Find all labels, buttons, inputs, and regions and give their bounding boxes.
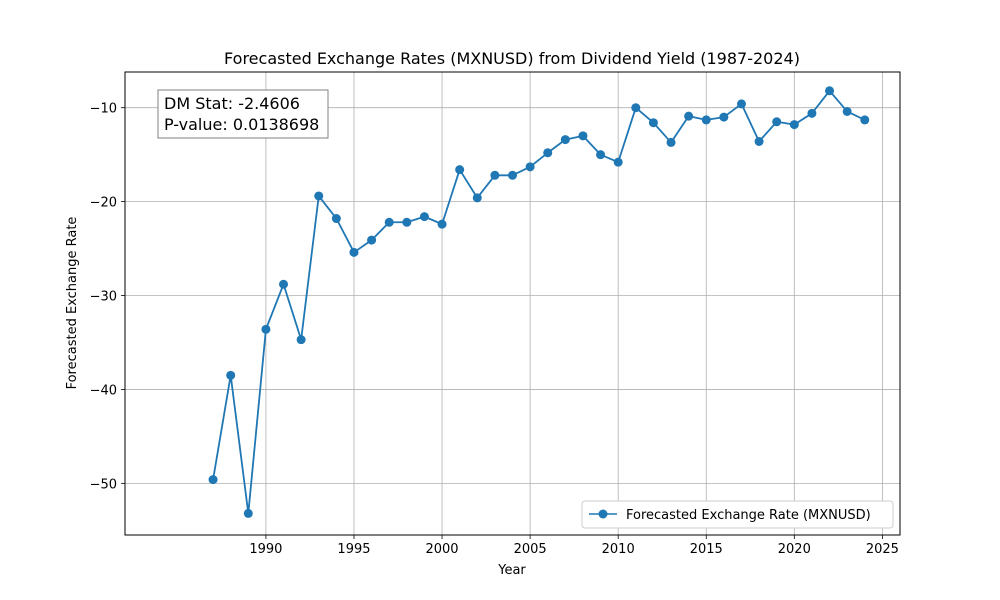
- data-point: [261, 324, 271, 334]
- data-point: [525, 162, 535, 172]
- data-point: [402, 217, 412, 227]
- data-point: [314, 191, 324, 201]
- legend-label: Forecasted Exchange Rate (MXNUSD): [626, 508, 871, 523]
- data-point: [736, 99, 746, 109]
- y-axis-ticks: −50 −40 −30 −20 −10: [90, 102, 125, 492]
- data-point: [648, 118, 658, 128]
- grid: [125, 72, 900, 535]
- data-point: [296, 335, 306, 345]
- data-point: [825, 86, 835, 96]
- data-point: [684, 111, 694, 121]
- y-tick-label: −10: [90, 102, 117, 117]
- x-axis-ticks: 1990 1995 2000 2005 2010 2015 2020 2025: [249, 535, 899, 557]
- data-point: [508, 170, 517, 180]
- y-tick-label: −30: [90, 290, 117, 305]
- x-tick-label: 1995: [337, 542, 370, 557]
- plot-frame: [124, 71, 901, 536]
- data-point: [842, 106, 852, 116]
- data-point: [384, 217, 394, 227]
- x-tick-label: 2010: [602, 542, 635, 557]
- data-point: [789, 120, 799, 130]
- data-point: [543, 148, 553, 158]
- legend-marker: [598, 509, 608, 519]
- data-point: [243, 508, 253, 518]
- p-value-text: P-value: 0.0138698: [164, 115, 319, 134]
- data-point: [437, 219, 447, 229]
- x-tick-label: 2000: [425, 542, 458, 557]
- data-point: [331, 214, 341, 224]
- x-tick-label: 2025: [866, 542, 899, 557]
- dm-stat-text: DM Stat: -2.4606: [164, 94, 300, 113]
- y-tick-label: −40: [90, 383, 117, 398]
- data-point: [226, 370, 236, 380]
- data-point: [472, 193, 482, 203]
- x-axis-label: Year: [497, 563, 526, 578]
- data-point: [807, 108, 817, 118]
- data-point: [208, 475, 218, 485]
- data-point: [490, 170, 500, 180]
- data-point: [701, 115, 711, 125]
- data-point: [772, 117, 782, 127]
- y-tick-label: −20: [90, 196, 117, 211]
- y-tick-label: −50: [90, 477, 117, 492]
- x-tick-label: 2020: [778, 542, 811, 557]
- data-point: [279, 279, 289, 289]
- data-point: [860, 115, 870, 125]
- series-layer: [208, 86, 870, 518]
- stats-annotation-box: [157, 89, 329, 139]
- data-point: [631, 103, 641, 113]
- data-point: [666, 137, 676, 147]
- series-line: [212, 89, 866, 515]
- chart-title: Forecasted Exchange Rates (MXNUSD) from …: [224, 49, 800, 68]
- data-point: [560, 135, 570, 145]
- data-point: [419, 212, 429, 222]
- legend-box: [581, 500, 894, 529]
- legend: Forecasted Exchange Rate (MXNUSD): [581, 500, 894, 529]
- y-axis-label: Forecasted Exchange Rate: [65, 217, 80, 390]
- data-point: [578, 131, 588, 141]
- data-point: [754, 136, 764, 146]
- data-point: [719, 112, 729, 122]
- data-point: [349, 247, 359, 257]
- x-tick-label: 1990: [249, 542, 282, 557]
- data-point: [367, 235, 377, 245]
- x-tick-label: 2015: [690, 542, 723, 557]
- data-point: [596, 150, 606, 160]
- x-tick-label: 2005: [514, 542, 547, 557]
- stats-annotation: DM Stat: -2.4606 P-value: 0.0138698: [157, 89, 329, 139]
- data-point: [613, 157, 623, 167]
- data-point: [455, 165, 465, 175]
